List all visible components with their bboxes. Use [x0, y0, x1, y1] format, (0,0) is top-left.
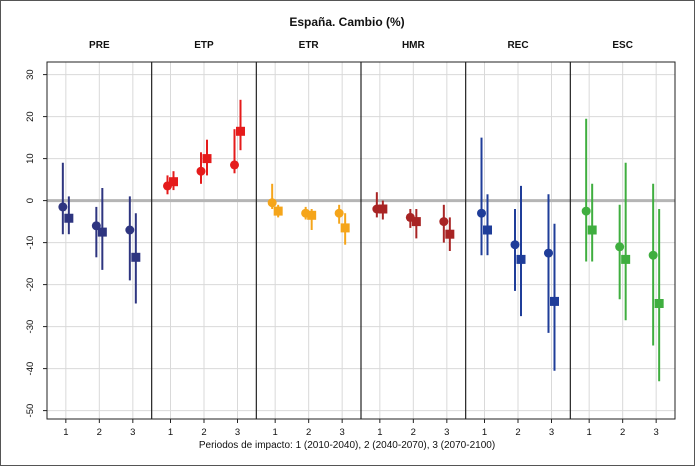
x-tick-label: 1 — [63, 427, 68, 438]
panel-title: PRE — [89, 40, 110, 51]
x-tick-label: 1 — [273, 427, 278, 438]
data-point-circle — [229, 160, 239, 170]
y-tick-label: 30 — [25, 69, 36, 80]
data-point-circle — [439, 217, 449, 227]
data-point-circle — [543, 248, 553, 258]
data-point-circle — [477, 208, 487, 218]
y-tick-label: -10 — [25, 236, 36, 250]
y-tick-label: 0 — [25, 198, 36, 203]
data-point-circle — [267, 198, 277, 208]
panel-title: REC — [507, 40, 528, 51]
chart-title: España. Cambio (%) — [289, 15, 404, 29]
x-tick-label: 3 — [235, 427, 240, 438]
data-point-square — [169, 177, 179, 187]
y-tick-label: -40 — [25, 362, 36, 376]
x-tick-label: 2 — [201, 427, 206, 438]
data-point-circle — [125, 225, 135, 235]
x-tick-label: 3 — [340, 427, 345, 438]
data-point-square — [202, 154, 212, 164]
data-point-square — [549, 296, 559, 306]
data-point-square — [654, 299, 664, 308]
data-point-circle — [58, 202, 68, 212]
data-point-circle — [648, 250, 658, 260]
x-tick-label: 1 — [168, 427, 173, 438]
plot-area: 30 20 10 0 -10 -20 -30 -40 -50 PRE 1 2 3 ETP 1 2 3 ETR 1 2 3… — [25, 40, 676, 438]
data-point-square — [621, 254, 631, 264]
x-tick-label: 3 — [549, 427, 554, 438]
y-tick-label: -20 — [25, 278, 36, 292]
data-point-square — [340, 223, 350, 233]
data-point-square — [235, 126, 245, 136]
x-tick-label: 2 — [306, 427, 311, 438]
data-point-square — [307, 210, 317, 220]
x-tick-label: 1 — [377, 427, 382, 438]
panel-title: ETR — [299, 40, 320, 51]
data-point-square — [97, 227, 107, 237]
y-tick-label: 20 — [25, 111, 36, 122]
data-point-square — [411, 217, 421, 227]
data-point-square — [378, 204, 388, 214]
x-tick-label: 2 — [620, 427, 625, 438]
data-point-square — [64, 213, 74, 223]
x-axis-label: Periodos de impacto: 1 (2010-2040), 2 (2… — [199, 440, 495, 451]
data-point-square — [587, 225, 597, 235]
y-tick-label: -30 — [25, 320, 36, 334]
panel-title: ESC — [612, 40, 633, 51]
data-point-square — [483, 225, 493, 235]
x-tick-label: 3 — [444, 427, 449, 438]
y-tick-label: 10 — [25, 153, 36, 164]
x-tick-label: 2 — [515, 427, 520, 438]
data-point-square — [131, 252, 141, 262]
panel-title: HMR — [402, 40, 426, 51]
x-tick-label: 3 — [654, 427, 659, 438]
data-point-circle — [510, 240, 520, 250]
data-point-square — [516, 254, 526, 264]
data-point-square — [445, 229, 455, 239]
data-point-circle — [334, 208, 344, 218]
x-tick-label: 2 — [411, 427, 416, 438]
data-point-circle — [581, 206, 591, 216]
x-tick-label: 3 — [130, 427, 135, 438]
x-tick-label: 1 — [587, 427, 592, 438]
x-tick-label: 2 — [97, 427, 102, 438]
x-tick-label: 1 — [482, 427, 487, 438]
data-point-square — [273, 206, 283, 216]
panel-title: ETP — [194, 40, 214, 51]
data-point-circle — [196, 166, 206, 176]
y-tick-label: -50 — [25, 404, 36, 418]
data-point-circle — [615, 242, 625, 252]
